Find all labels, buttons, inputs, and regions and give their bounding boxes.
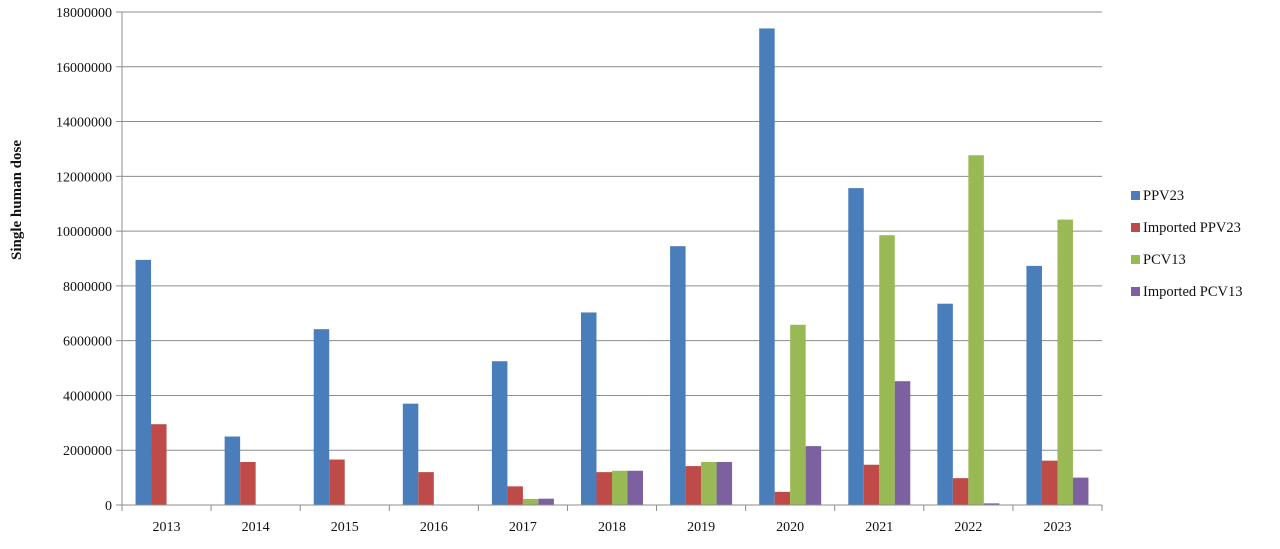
y-tick-label: 12000000 [56,170,112,185]
bar-pcv13-2023 [1057,219,1073,505]
legend-label: PCV13 [1143,252,1186,268]
y-axis-label: Single human dose [9,140,25,260]
bar-ppv23-2022 [937,303,953,505]
bar-imported-ppv23-2022 [952,478,969,505]
legend-swatch [1131,223,1140,232]
bar-imported-pcv13-2019 [716,461,733,505]
bar-imported-pcv13-2022 [983,503,1000,505]
bar-imported-pcv13-2018 [627,470,643,505]
bar-ppv23-2014 [224,436,241,505]
bar-imported-ppv23-2021 [863,464,880,505]
x-tick-label: 2013 [153,520,181,535]
bar-ppv23-2019 [670,246,686,506]
y-tick-label: 2000000 [63,444,112,459]
bar-ppv23-2016 [402,403,419,505]
bar-ppv23-2017 [491,361,508,505]
legend-swatch [1131,255,1140,264]
bar-ppv23-2015 [313,329,330,505]
bar-ppv23-2021 [848,188,864,506]
bar-pcv13-2017 [522,498,539,505]
y-tick-label: 10000000 [56,225,112,240]
y-tick-label: 14000000 [56,116,112,131]
bar-pcv13-2019 [701,461,717,505]
x-tick-label: 2015 [331,520,359,535]
y-tick-labels: 0 2000000 4000000 6000000 8000000 10000000 120… [56,6,112,514]
x-tick-label: 2017 [509,520,537,535]
legend-label: Imported PPV23 [1143,220,1241,236]
bar-ppv23-2018 [581,312,597,505]
x-tick-label: 2023 [1043,520,1071,535]
bar-ppv23-2013 [135,259,152,505]
bar-imported-ppv23-2023 [1041,460,1058,505]
legend-label: Imported PCV13 [1143,284,1242,300]
x-tick-label: 2016 [420,520,448,535]
bar-imported-ppv23-2015 [329,459,345,505]
bar-pcv13-2020 [790,324,806,505]
bars [135,28,1089,506]
axes [116,11,1103,511]
bar-imported-ppv23-2013 [151,424,167,505]
bar-ppv23-2023 [1026,265,1042,505]
bar-imported-pcv13-2017 [538,498,554,505]
bar-imported-ppv23-2019 [685,466,702,505]
x-tick-labels: 2013 2014 2015 2016 2017 2018 2019 2020 2021 2022… [153,520,1072,535]
bar-imported-ppv23-2020 [774,491,791,505]
legend-swatch [1131,287,1140,296]
bar-pcv13-2021 [879,235,895,505]
x-tick-label: 2021 [865,520,893,535]
legend: PPV23 Imported PPV23 PCV13 Imported PCV13 [1131,188,1242,300]
y-tick-label: 16000000 [56,61,112,76]
legend-swatch [1131,191,1140,200]
bar-pcv13-2022 [968,155,984,505]
x-tick-label: 2022 [954,520,982,535]
x-tick-label: 2019 [687,520,715,535]
bar-imported-ppv23-2014 [240,461,256,505]
x-tick-label: 2018 [598,520,626,535]
bar-imported-ppv23-2017 [507,486,523,505]
legend-label: PPV23 [1143,188,1184,204]
y-tick-label: 4000000 [63,389,112,404]
y-tick-label: 6000000 [63,335,112,350]
y-tick-label: 0 [105,499,112,514]
y-tick-label: 8000000 [63,280,112,295]
bar-imported-pcv13-2021 [894,381,911,505]
x-tick-label: 2014 [242,520,270,535]
y-tick-label: 18000000 [56,6,112,21]
bar-imported-ppv23-2018 [596,472,612,505]
x-tick-label: 2020 [776,520,804,535]
bar-imported-pcv13-2023 [1072,477,1089,505]
bar-imported-ppv23-2016 [418,472,434,505]
bar-imported-pcv13-2020 [805,446,822,505]
bar-pcv13-2018 [612,470,628,505]
bar-ppv23-2020 [759,28,775,506]
gridlines [122,11,1102,451]
